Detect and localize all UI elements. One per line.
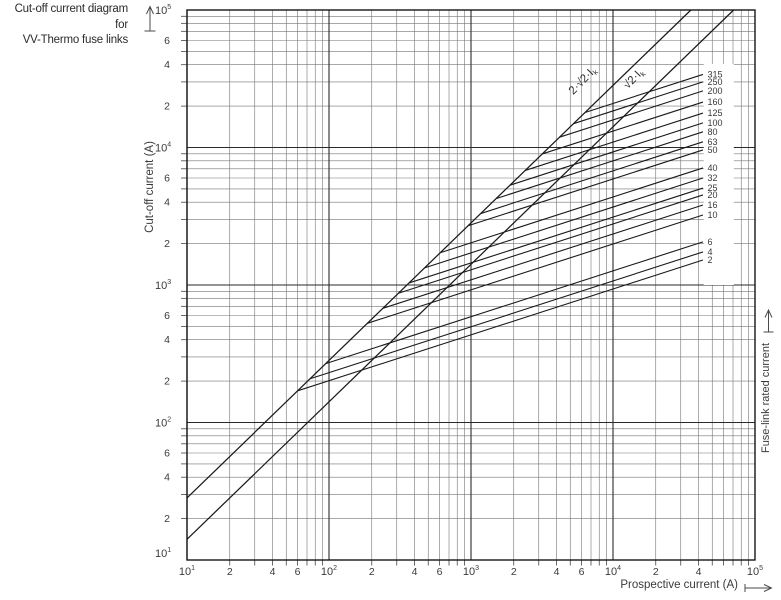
svg-text:2: 2 <box>227 566 233 578</box>
svg-text:2: 2 <box>164 238 170 250</box>
svg-text:4: 4 <box>554 566 560 578</box>
rating-label-40: 40 <box>708 163 718 173</box>
rating-label-16: 16 <box>708 200 718 210</box>
svg-text:2: 2 <box>164 513 170 525</box>
symmetrical-peak-line <box>186 9 735 540</box>
fuse-line-63 <box>480 141 704 215</box>
plot-border <box>186 9 756 561</box>
svg-text:2: 2 <box>511 566 517 578</box>
rating-label-20: 20 <box>708 190 718 200</box>
right-axis-arrow-icon <box>763 308 774 333</box>
rating-label-box <box>703 64 734 285</box>
chart-title-line2: VV-Thermo fuse links <box>22 34 128 47</box>
fuse-line-200 <box>559 90 704 138</box>
svg-text:6: 6 <box>295 566 301 578</box>
rating-label-315: 315 <box>708 69 723 79</box>
svg-text:6: 6 <box>164 35 170 47</box>
svg-text:6: 6 <box>164 448 170 460</box>
fuse-line-20 <box>398 194 704 294</box>
chart-title-line1: Cut-off current diagram for <box>14 3 129 31</box>
right-axis-label: Fuse-link rated current <box>760 342 772 454</box>
fuse-line-6 <box>325 241 704 365</box>
fuse-line-40 <box>440 167 704 254</box>
svg-text:101: 101 <box>179 565 195 578</box>
svg-text:4: 4 <box>164 59 170 71</box>
svg-text:104: 104 <box>605 565 621 578</box>
y-axis-arrow-icon <box>144 5 156 32</box>
rating-label-80: 80 <box>708 127 718 137</box>
svg-text:2: 2 <box>653 566 659 578</box>
fuse-line-10 <box>367 214 704 324</box>
svg-text:2: 2 <box>164 101 170 113</box>
rating-label-63: 63 <box>708 137 718 147</box>
rating-label-2: 2 <box>708 255 713 265</box>
chart-title: Cut-off current diagram for VV-Thermo fu… <box>0 2 129 49</box>
svg-text:4: 4 <box>164 334 170 346</box>
svg-text:105: 105 <box>747 565 763 578</box>
rating-label-25: 25 <box>708 183 718 193</box>
rating-label-200: 200 <box>708 86 723 96</box>
x-axis-label: Prospective current (A) <box>620 579 738 591</box>
fuse-line-250 <box>573 81 704 125</box>
y-axis-label: Cut-off current (A) <box>144 141 156 233</box>
svg-text:6: 6 <box>579 566 585 578</box>
fuse-line-160 <box>542 101 704 155</box>
svg-text:2: 2 <box>164 376 170 388</box>
fuse-line-125 <box>525 112 704 171</box>
rating-label-6: 6 <box>708 237 713 247</box>
svg-text:6: 6 <box>164 173 170 185</box>
svg-text:4: 4 <box>164 197 170 209</box>
asymmetrical-peak-line-label: 2·√2·Ik <box>566 64 600 99</box>
svg-text:6: 6 <box>437 566 443 578</box>
svg-text:4: 4 <box>696 566 702 578</box>
rating-label-250: 250 <box>708 77 723 87</box>
x-axis-arrow-icon <box>744 584 773 592</box>
svg-text:√2·Ik: √2·Ik <box>621 65 648 92</box>
fuse-line-2 <box>297 259 704 392</box>
svg-text:102: 102 <box>155 417 171 430</box>
fuse-line-100 <box>509 122 704 186</box>
svg-text:105: 105 <box>155 4 171 17</box>
svg-text:4: 4 <box>412 566 418 578</box>
fuse-line-16 <box>382 204 704 309</box>
svg-text:103: 103 <box>463 565 479 578</box>
fuse-line-25 <box>408 187 704 284</box>
svg-text:103: 103 <box>155 279 171 292</box>
fuse-line-32 <box>424 177 704 269</box>
asymmetrical-peak-line <box>186 9 692 499</box>
fuse-line-4 <box>309 251 704 380</box>
rating-label-32: 32 <box>708 173 718 183</box>
svg-text:104: 104 <box>155 142 171 155</box>
svg-text:4: 4 <box>164 472 170 484</box>
svg-text:6: 6 <box>164 310 170 322</box>
svg-text:101: 101 <box>155 547 171 560</box>
reference-lines <box>186 9 735 540</box>
fuse-line-80 <box>495 131 704 200</box>
fuse-line-315 <box>584 73 704 113</box>
rating-label-10: 10 <box>708 210 718 220</box>
svg-text:2·√2·Ik: 2·√2·Ik <box>566 64 600 99</box>
symmetrical-peak-line-label: √2·Ik <box>621 65 648 92</box>
fuse-line-50 <box>467 149 704 227</box>
svg-text:102: 102 <box>321 565 337 578</box>
rating-label-4: 4 <box>708 247 713 257</box>
svg-text:4: 4 <box>270 566 276 578</box>
rating-label-50: 50 <box>708 145 718 155</box>
rating-label-125: 125 <box>708 108 723 118</box>
axis-tick-marks <box>181 15 749 566</box>
fuse-rating-lines <box>297 73 704 392</box>
rating-label-160: 160 <box>708 97 723 107</box>
svg-text:2: 2 <box>369 566 375 578</box>
rating-label-100: 100 <box>708 118 723 128</box>
